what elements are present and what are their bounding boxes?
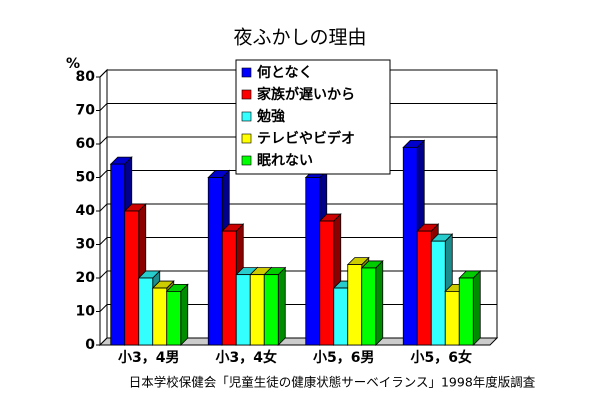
bar-side-shade	[473, 271, 481, 345]
bar-front	[110, 163, 126, 346]
y-tick-label: 50	[76, 170, 96, 186]
y-axis-unit: %	[66, 56, 80, 72]
chart-title: 夜ふかしの理由	[233, 27, 366, 49]
bar-side-shade	[278, 267, 286, 345]
bar-side-shade	[180, 284, 188, 345]
y-tick-label: 60	[76, 136, 96, 152]
y-tick-label: 40	[76, 203, 96, 219]
legend-swatch	[241, 155, 252, 166]
bar	[263, 266, 287, 346]
bar-front	[347, 264, 363, 346]
bar-front	[319, 220, 335, 346]
bar-front	[166, 290, 182, 346]
legend-label: 眠れない	[257, 153, 313, 169]
y-tick-label: 70	[76, 103, 96, 119]
x-tick-label: 小3，4男	[118, 350, 179, 366]
y-tick-label: 30	[76, 237, 96, 253]
x-tick-label: 小5，6男	[313, 350, 374, 366]
bar-top-shade	[222, 224, 244, 232]
bar-front	[458, 277, 474, 346]
bar-top-shade	[166, 284, 188, 292]
legend-swatch	[241, 133, 252, 144]
bar-front	[361, 267, 377, 346]
bar-front	[235, 274, 251, 346]
bar-top-shade	[347, 257, 369, 265]
bar	[360, 259, 384, 346]
bar-top-shade	[417, 224, 439, 232]
grid-line	[99, 237, 497, 245]
bar-front	[444, 290, 460, 346]
legend-swatch	[241, 89, 252, 100]
y-tick-label: 10	[76, 304, 96, 320]
bar-front	[138, 277, 154, 346]
x-tick-label: 小5，6女	[411, 349, 472, 366]
bar-top-shade	[361, 260, 383, 268]
bar-top-shade	[110, 157, 132, 165]
bar-top-shade	[319, 214, 341, 222]
bar-front	[416, 230, 432, 346]
bar-top-shade	[459, 271, 481, 278]
y-tick-label: 80	[76, 69, 96, 85]
bar-top-shade	[208, 170, 230, 178]
bar-front	[333, 287, 349, 346]
bar-top-shade	[264, 267, 286, 275]
bar-front	[207, 177, 223, 346]
source-note: 日本学校保健会「児童生徒の健康状態サーベイランス」1998年度版調査	[129, 375, 536, 390]
legend-label: 何となく	[257, 64, 313, 81]
bar-top-shade	[138, 271, 160, 278]
bar-front	[221, 230, 237, 346]
bar-front	[263, 274, 279, 346]
bar-side-shade	[375, 260, 383, 345]
y-tick-label: 20	[76, 270, 96, 286]
bar-top-shade	[124, 204, 146, 211]
legend-label: 勉強	[256, 108, 285, 125]
y-tick-label: 0	[85, 337, 95, 353]
grid-line	[99, 203, 497, 212]
x-tick-label: 小3，4女	[216, 349, 277, 366]
legend-label: テレビやビデオ	[257, 130, 355, 147]
bar-front	[430, 240, 446, 346]
legend-label: 家族が遅いから	[257, 86, 355, 103]
bar-front	[402, 146, 418, 346]
legend-swatch	[241, 111, 252, 122]
bar-top-shade	[403, 140, 425, 148]
bar-front	[124, 210, 140, 346]
bar-front	[152, 287, 168, 346]
legend-box	[235, 59, 391, 175]
bar	[165, 283, 189, 346]
bar-front	[249, 274, 265, 346]
bar-top-shade	[152, 281, 174, 289]
bar-front	[305, 177, 321, 346]
bar	[458, 270, 482, 346]
bar-top-shade	[431, 234, 453, 242]
legend-swatch	[241, 67, 252, 78]
